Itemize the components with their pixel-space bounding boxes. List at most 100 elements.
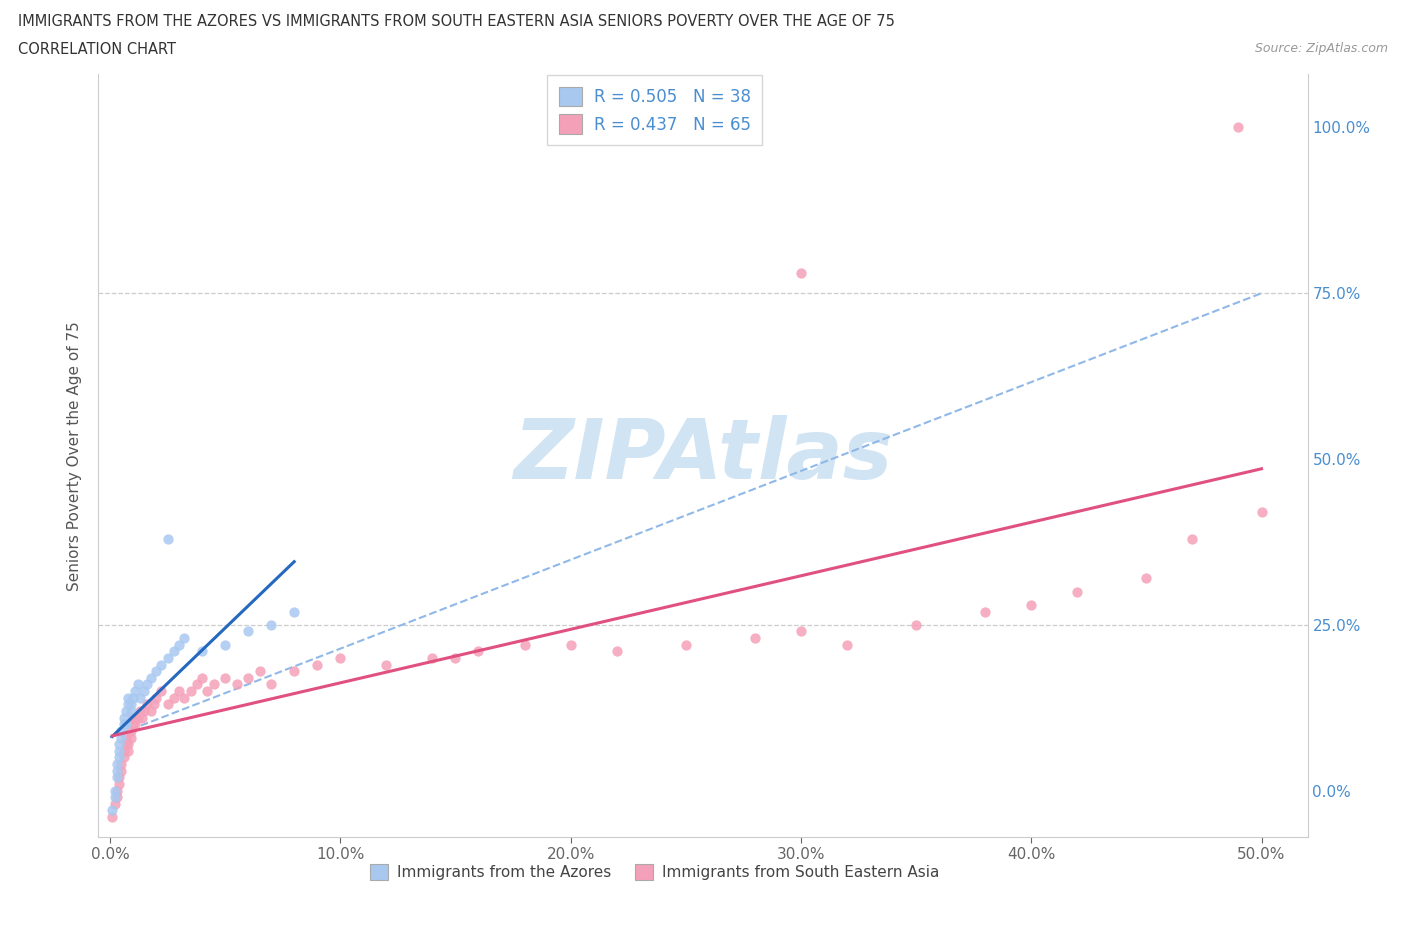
Point	[110, 764, 132, 778]
Point	[260, 677, 283, 692]
Point	[156, 650, 179, 665]
Point	[422, 650, 444, 665]
Point	[115, 704, 138, 719]
Point	[135, 677, 157, 692]
Point	[156, 531, 179, 546]
Point	[120, 704, 142, 719]
Point	[131, 711, 153, 725]
Point	[127, 711, 149, 725]
Point	[744, 631, 766, 645]
Point	[202, 677, 225, 692]
Point	[444, 650, 467, 665]
Point	[105, 764, 128, 778]
Legend: Immigrants from the Azores, Immigrants from South Eastern Asia: Immigrants from the Azores, Immigrants f…	[364, 858, 945, 886]
Point	[105, 770, 128, 785]
Point	[101, 803, 124, 817]
Point	[1181, 531, 1204, 546]
Point	[283, 604, 305, 619]
Point	[195, 684, 218, 698]
Point	[675, 637, 697, 652]
Point	[214, 637, 236, 652]
Point	[117, 697, 139, 711]
Point	[1227, 120, 1250, 135]
Point	[103, 790, 125, 804]
Point	[124, 717, 146, 732]
Point	[145, 690, 167, 705]
Point	[134, 704, 156, 719]
Point	[173, 690, 195, 705]
Point	[163, 644, 186, 658]
Point	[101, 810, 124, 825]
Point	[117, 737, 139, 751]
Point	[1019, 597, 1042, 612]
Point	[1250, 505, 1272, 520]
Point	[225, 677, 247, 692]
Point	[191, 644, 214, 658]
Point	[128, 704, 150, 719]
Point	[103, 796, 125, 811]
Point	[110, 730, 132, 745]
Point	[108, 737, 131, 751]
Point	[790, 266, 813, 281]
Point	[375, 658, 398, 672]
Point	[112, 711, 135, 725]
Point	[214, 671, 236, 685]
Point	[163, 690, 186, 705]
Point	[115, 717, 138, 732]
Point	[283, 664, 305, 679]
Point	[307, 658, 329, 672]
Point	[135, 697, 157, 711]
Point	[108, 743, 131, 758]
Point	[112, 743, 135, 758]
Point	[141, 704, 163, 719]
Point	[110, 724, 132, 738]
Point	[236, 624, 259, 639]
Point	[112, 717, 135, 732]
Point	[115, 737, 138, 751]
Point	[103, 783, 125, 798]
Point	[105, 790, 128, 804]
Point	[606, 644, 628, 658]
Point	[905, 618, 928, 632]
Point	[124, 684, 146, 698]
Y-axis label: Seniors Poverty Over the Age of 75: Seniors Poverty Over the Age of 75	[67, 321, 83, 591]
Point	[191, 671, 214, 685]
Point	[122, 711, 145, 725]
Point	[110, 757, 132, 772]
Point	[128, 690, 150, 705]
Point	[120, 730, 142, 745]
Point	[974, 604, 997, 619]
Point	[260, 618, 283, 632]
Point	[117, 743, 139, 758]
Point	[134, 684, 156, 698]
Point	[167, 684, 190, 698]
Text: CORRELATION CHART: CORRELATION CHART	[18, 42, 176, 57]
Point	[329, 650, 352, 665]
Text: IMMIGRANTS FROM THE AZORES VS IMMIGRANTS FROM SOUTH EASTERN ASIA SENIORS POVERTY: IMMIGRANTS FROM THE AZORES VS IMMIGRANTS…	[18, 14, 896, 29]
Point	[180, 684, 202, 698]
Point	[108, 777, 131, 791]
Point	[115, 730, 138, 745]
Text: Source: ZipAtlas.com: Source: ZipAtlas.com	[1254, 42, 1388, 55]
Point	[467, 644, 489, 658]
Point	[513, 637, 536, 652]
Point	[835, 637, 858, 652]
Point	[156, 697, 179, 711]
Text: ZIPAtlas: ZIPAtlas	[513, 415, 893, 497]
Point	[236, 671, 259, 685]
Point	[105, 757, 128, 772]
Point	[249, 664, 271, 679]
Point	[167, 637, 190, 652]
Point	[1135, 571, 1157, 586]
Point	[117, 690, 139, 705]
Point	[105, 783, 128, 798]
Point	[112, 750, 135, 764]
Point	[122, 717, 145, 732]
Point	[145, 664, 167, 679]
Point	[186, 677, 208, 692]
Point	[122, 690, 145, 705]
Point	[173, 631, 195, 645]
Point	[120, 724, 142, 738]
Point	[120, 697, 142, 711]
Point	[149, 658, 172, 672]
